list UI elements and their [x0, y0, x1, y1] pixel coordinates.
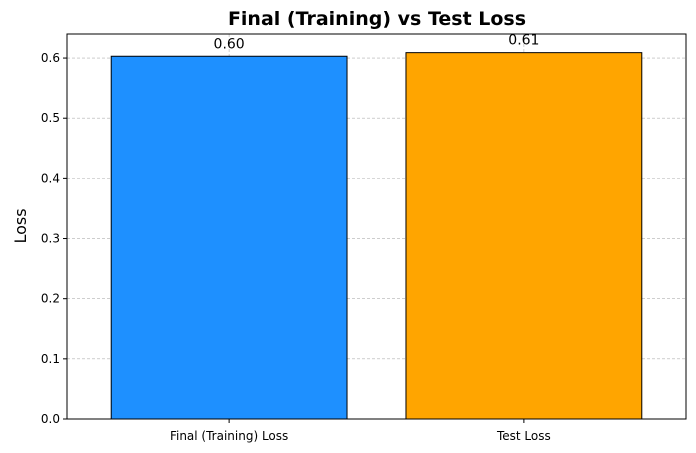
y-tick-label: 0.3	[41, 232, 60, 246]
bar	[405, 52, 643, 420]
data-labels: 0.60 0.61	[214, 33, 540, 53]
y-axis-label: Loss	[11, 208, 30, 243]
y-tick-label: 0.0	[41, 412, 60, 426]
y-tick-label: 0.5	[41, 111, 60, 125]
y-tick-label: 0.6	[41, 51, 60, 65]
x-tick-label: Test Loss	[496, 429, 551, 443]
plot-frame	[66, 33, 687, 420]
bar-value-label: 0.60	[214, 36, 245, 52]
bar	[110, 55, 348, 420]
chart-title: Final (Training) vs Test Loss	[228, 8, 526, 30]
y-tick-label: 0.2	[41, 292, 60, 306]
x-tick-label: Final (Training) Loss	[170, 429, 288, 443]
bar-value-label: 0.61	[508, 33, 539, 49]
axes: 0.0 0.1 0.2 0.3 0.4 0.5 0.6 Final (Training) Lo…	[41, 33, 687, 443]
y-tick-label: 0.4	[41, 171, 60, 185]
y-tick-label: 0.1	[41, 352, 60, 366]
bars	[110, 52, 643, 420]
